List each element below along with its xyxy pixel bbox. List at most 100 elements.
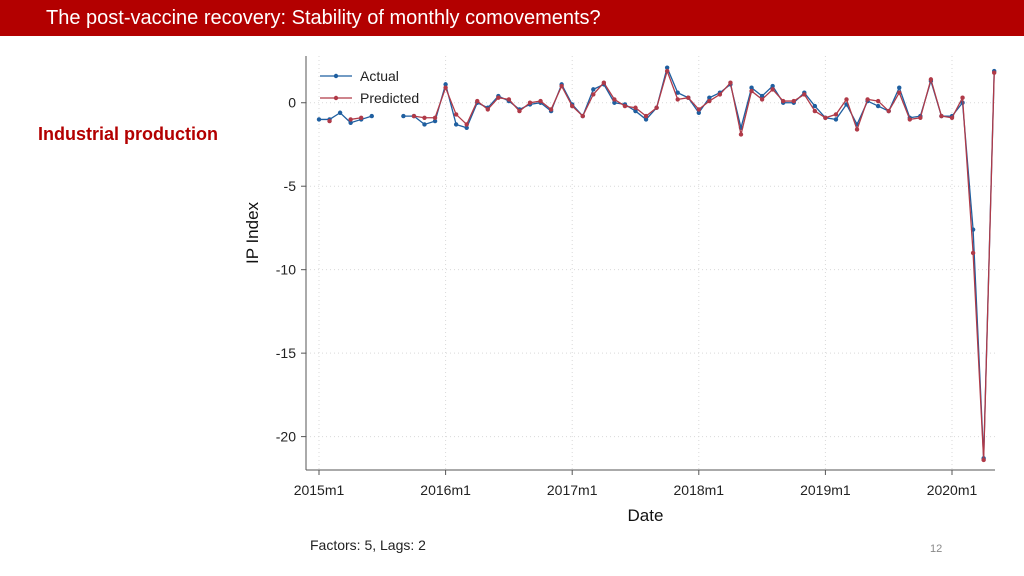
y-axis-title: IP Index: [243, 201, 262, 264]
data-point-predicted: [992, 70, 997, 75]
data-point-predicted: [696, 107, 701, 112]
data-point-predicted: [707, 98, 712, 104]
data-point-actual: [770, 83, 775, 89]
slide-title: The post-vaccine recovery: Stability of …: [46, 7, 601, 29]
data-point-actual: [443, 82, 448, 87]
data-point-predicted: [432, 115, 438, 120]
data-point-predicted: [907, 117, 912, 122]
data-point-predicted: [654, 105, 659, 110]
series-line-predicted: [413, 68, 995, 461]
data-point-predicted: [854, 127, 860, 132]
data-point-actual: [643, 117, 649, 122]
data-point-predicted: [781, 98, 786, 104]
data-point-predicted: [875, 98, 881, 104]
y-tick-label: 0: [288, 95, 296, 111]
page-number: 12: [930, 543, 943, 555]
title-bar: [0, 0, 1024, 36]
data-point-actual: [316, 117, 322, 122]
data-point-predicted: [591, 92, 596, 97]
data-point-actual: [591, 87, 596, 92]
x-tick-label: 2016m1: [420, 482, 471, 498]
data-point-predicted: [960, 95, 965, 100]
data-point-predicted: [496, 95, 501, 100]
data-point-actual: [612, 100, 617, 105]
data-point-predicted: [548, 107, 554, 112]
data-point-predicted: [633, 105, 638, 110]
data-point-predicted: [738, 132, 744, 137]
data-point-actual: [422, 122, 427, 127]
footnote: Factors: 5, Lags: 2: [310, 537, 426, 553]
data-point-predicted: [844, 97, 849, 102]
data-point-predicted: [443, 85, 448, 90]
data-point-predicted: [453, 112, 459, 117]
y-tick-label: -10: [276, 262, 296, 278]
legend-label-actual: Actual: [360, 68, 399, 84]
legend-marker-predicted: [333, 95, 339, 101]
data-point-actual: [401, 113, 406, 119]
x-tick-label: 2018m1: [674, 482, 725, 498]
data-point-predicted: [749, 88, 754, 94]
data-point-predicted: [411, 113, 417, 119]
data-point-predicted: [538, 98, 543, 104]
data-point-predicted: [570, 103, 575, 109]
data-point-actual: [337, 110, 343, 115]
data-point-predicted: [918, 115, 923, 120]
data-point-predicted: [949, 115, 955, 120]
y-tick-label: -5: [284, 178, 297, 194]
data-point-actual: [875, 103, 881, 109]
data-point-predicted: [823, 115, 828, 120]
data-point-predicted: [791, 98, 796, 104]
data-point-predicted: [580, 113, 585, 119]
x-tick-label: 2019m1: [800, 482, 851, 498]
data-point-actual: [675, 90, 680, 95]
data-point-predicted: [559, 83, 564, 89]
data-point-predicted: [833, 112, 839, 117]
x-tick-label: 2020m1: [927, 482, 978, 498]
data-point-predicted: [601, 80, 607, 85]
data-point-actual: [633, 108, 638, 114]
data-point-actual: [897, 85, 902, 90]
data-point-predicted: [728, 80, 733, 85]
data-point-actual: [749, 85, 754, 90]
legend-marker-actual: [333, 73, 339, 79]
data-point-predicted: [464, 122, 469, 127]
legend-label-predicted: Predicted: [360, 90, 419, 106]
series-line-actual: [319, 111, 372, 124]
data-point-predicted: [612, 97, 617, 102]
data-point-predicted: [928, 77, 934, 82]
data-point-actual: [432, 118, 438, 124]
data-point-predicted: [527, 100, 533, 105]
data-point-actual: [464, 125, 469, 130]
data-point-predicted: [506, 97, 512, 102]
data-point-predicted: [970, 250, 976, 256]
data-point-actual: [759, 93, 765, 99]
y-tick-label: -15: [276, 345, 296, 361]
side-label: Industrial production: [38, 124, 218, 144]
data-point-predicted: [812, 108, 818, 114]
x-tick-label: 2017m1: [547, 482, 598, 498]
y-tick-label: -20: [276, 429, 296, 445]
data-point-actual: [369, 113, 374, 119]
data-point-predicted: [897, 90, 902, 95]
data-point-predicted: [422, 115, 427, 120]
data-point-actual: [664, 65, 670, 70]
data-point-actual: [707, 95, 712, 100]
x-axis-title: Date: [628, 506, 664, 525]
data-point-predicted: [517, 108, 522, 114]
data-point-predicted: [675, 97, 680, 102]
data-point-predicted: [475, 98, 480, 104]
data-point-predicted: [643, 113, 649, 119]
data-point-predicted: [485, 107, 490, 112]
data-point-actual: [833, 117, 839, 122]
data-point-predicted: [717, 92, 723, 97]
data-point-predicted: [886, 108, 891, 114]
data-point-predicted: [327, 118, 332, 124]
data-point-predicted: [622, 103, 628, 109]
data-point-predicted: [865, 97, 870, 102]
data-point-predicted: [359, 115, 364, 120]
data-point-predicted: [686, 95, 691, 100]
data-point-predicted: [981, 457, 986, 463]
data-point-actual: [453, 122, 459, 127]
series-line-actual: [403, 65, 995, 459]
data-point-predicted: [770, 87, 775, 92]
